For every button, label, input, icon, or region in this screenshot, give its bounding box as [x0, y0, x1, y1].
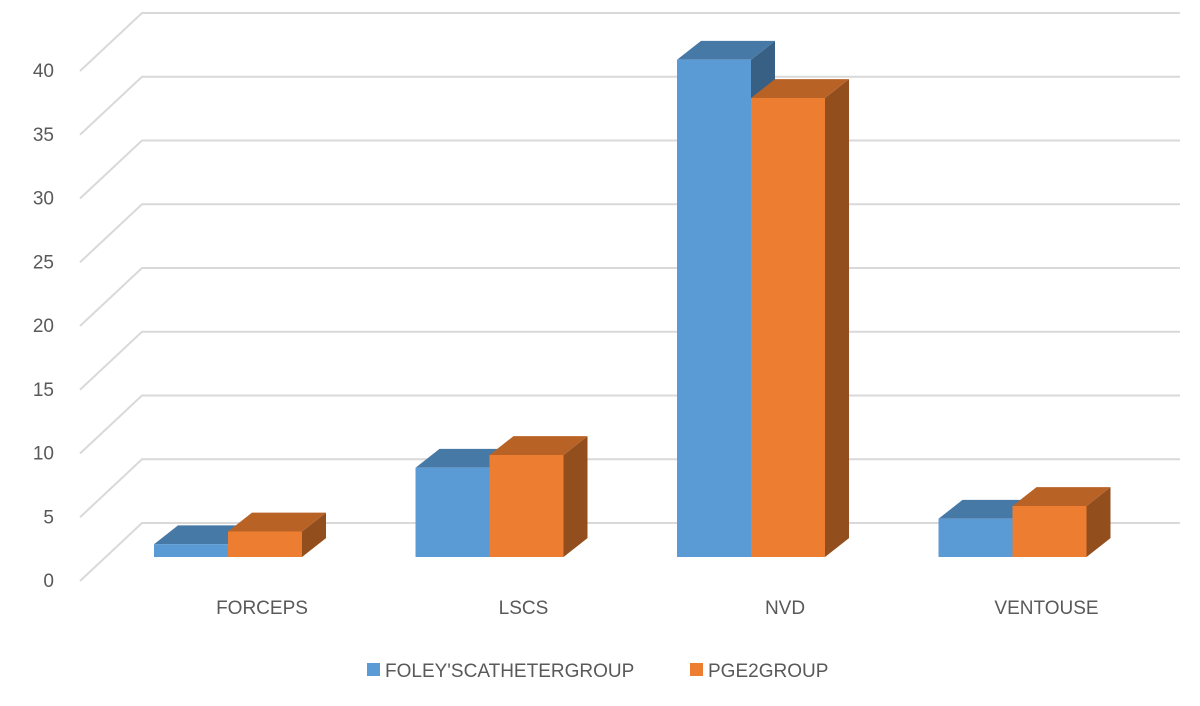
- plot-area: [154, 40, 1111, 558]
- bar-side: [1086, 487, 1111, 557]
- x-category-label: FORCEPS: [216, 598, 308, 619]
- x-category-label: NVD: [765, 598, 805, 619]
- bar-front: [154, 544, 228, 557]
- bar-top: [751, 79, 849, 98]
- bar-side: [302, 512, 326, 557]
- y-tick-label: 35: [33, 125, 54, 146]
- gridline: [79, 75, 1180, 136]
- gridline: [79, 203, 1180, 263]
- legend: FOLEY'SCATHETERGROUP PGE2GROUP: [367, 661, 828, 682]
- x-category-label: LSCS: [499, 598, 549, 619]
- bar-pge2-lscs: [489, 436, 588, 557]
- bar-front: [938, 518, 1013, 557]
- y-tick-label: 0: [43, 571, 54, 592]
- y-tick-label: 25: [33, 252, 54, 273]
- legend-swatch: [367, 663, 380, 676]
- legend-swatch: [690, 663, 703, 676]
- x-axis: FORCEPS LSCS NVD VENTOUSE: [216, 598, 1099, 619]
- bar-top: [1012, 487, 1111, 506]
- bar-front: [228, 531, 302, 557]
- bar-front: [415, 467, 490, 557]
- x-category-label: VENTOUSE: [994, 598, 1098, 619]
- legend-label: PGE2GROUP: [708, 661, 828, 682]
- gridlines: [79, 12, 1180, 582]
- y-tick-label: 40: [33, 61, 54, 82]
- bar-pge2-ventouse: [1012, 487, 1111, 557]
- bar-front: [751, 98, 825, 557]
- bar-top: [154, 525, 252, 545]
- bar-top: [677, 40, 775, 60]
- bar-front: [677, 59, 751, 557]
- bar-front: [489, 455, 564, 557]
- gridline: [79, 267, 1180, 327]
- bar-top: [415, 448, 514, 468]
- bar-top: [489, 436, 588, 455]
- y-tick-label: 30: [33, 189, 54, 210]
- bar-front: [1012, 506, 1087, 557]
- legend-label: FOLEY'SCATHETERGROUP: [385, 661, 634, 682]
- bar-side: [825, 79, 849, 558]
- bar-top: [938, 499, 1037, 519]
- legend-item: FOLEY'SCATHETERGROUP: [367, 661, 634, 682]
- gridline: [79, 139, 1180, 200]
- gridline: [79, 394, 1180, 455]
- legend-item: PGE2GROUP: [690, 661, 828, 682]
- bar-pge2-forceps: [228, 512, 326, 557]
- y-tick-label: 10: [33, 444, 54, 465]
- y-tick-label: 5: [43, 507, 54, 528]
- y-tick-label: 15: [33, 380, 54, 401]
- gridline: [79, 12, 1180, 72]
- y-axis: 0 5 10 15 20 25 30 35 40: [33, 61, 54, 592]
- bar-side: [563, 436, 588, 557]
- bar-pge2-nvd: [751, 79, 849, 558]
- gridline: [79, 330, 1180, 391]
- bar-top: [228, 512, 326, 532]
- y-tick-label: 20: [33, 316, 54, 337]
